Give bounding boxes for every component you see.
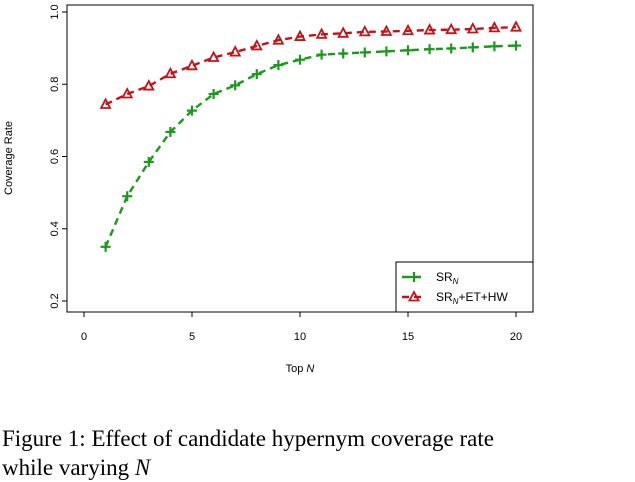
data-point-triangle bbox=[186, 58, 198, 71]
legend-box bbox=[395, 261, 534, 313]
x-tick-label: 20 bbox=[510, 331, 522, 343]
series-line bbox=[105, 25, 517, 106]
x-axis-label: Top N bbox=[286, 363, 315, 375]
y-tick-label: 1.0 bbox=[49, 4, 61, 19]
legend-label-suffix: +ET+HW bbox=[458, 290, 508, 304]
data-point-triangle bbox=[423, 23, 436, 35]
coverage-chart: 0.2 0.4 0.6 0.8 1.0 0 5 10 15 20 Coverage Rate T… bbox=[3, 4, 534, 375]
legend-label-subscript: N bbox=[453, 297, 459, 306]
data-point-plus bbox=[511, 40, 521, 51]
legend-label: SRN bbox=[436, 270, 459, 286]
data-point-triangle bbox=[380, 24, 393, 36]
series-layer bbox=[99, 20, 522, 252]
y-tick-label: 0.6 bbox=[49, 149, 61, 164]
data-point-plus bbox=[316, 49, 327, 60]
caption-line2-text: while varying bbox=[2, 455, 130, 480]
data-point-triangle bbox=[99, 97, 112, 109]
data-point-plus bbox=[381, 46, 392, 57]
data-point-plus bbox=[489, 41, 500, 52]
data-point-plus bbox=[409, 272, 419, 282]
x-axis-label-prefix: Top bbox=[286, 363, 307, 375]
data-point-plus bbox=[359, 47, 370, 58]
legend-entry: SRN bbox=[402, 270, 459, 286]
data-point-plus bbox=[424, 44, 435, 55]
data-point-triangle bbox=[294, 29, 306, 41]
caption-variable: N bbox=[134, 455, 151, 480]
data-point-plus bbox=[295, 54, 305, 65]
data-point-triangle bbox=[358, 24, 371, 37]
data-point-triangle bbox=[488, 20, 501, 33]
y-tick-label: 0.8 bbox=[49, 77, 61, 92]
data-point-triangle bbox=[510, 20, 522, 32]
y-axis-label: Coverage Rate bbox=[3, 121, 15, 195]
x-tick-label: 0 bbox=[81, 331, 87, 343]
data-point-triangle bbox=[445, 22, 458, 35]
data-point-triangle bbox=[315, 27, 328, 39]
series-line bbox=[104, 44, 517, 248]
data-point-plus bbox=[208, 89, 219, 100]
data-point-plus bbox=[122, 191, 133, 202]
data-point-triangle bbox=[272, 33, 285, 45]
data-point-plus bbox=[187, 105, 197, 116]
legend-entry: SRN+ET+HW bbox=[402, 290, 508, 306]
data-point-plus bbox=[230, 80, 241, 91]
data-point-triangle bbox=[408, 290, 420, 302]
data-point-triangle bbox=[164, 66, 177, 79]
y-tick-label: 0.4 bbox=[49, 221, 61, 236]
data-point-plus bbox=[273, 60, 284, 71]
data-point-plus bbox=[143, 156, 154, 167]
legend-label-base: SR bbox=[436, 290, 453, 304]
data-point-plus bbox=[403, 45, 413, 56]
data-point-triangle bbox=[250, 39, 263, 51]
data-point-triangle bbox=[337, 26, 350, 38]
data-point-triangle bbox=[402, 23, 414, 36]
x-tick-label: 15 bbox=[402, 331, 414, 343]
data-point-triangle bbox=[121, 87, 134, 99]
data-point-plus bbox=[165, 126, 176, 137]
figure-caption: Figure 1: Effect of candidate hypernym c… bbox=[2, 426, 494, 451]
data-point-plus bbox=[467, 42, 478, 53]
y-tick-label: 0.2 bbox=[49, 293, 61, 308]
data-point-plus bbox=[338, 48, 349, 59]
x-axis: 0 5 10 15 20 bbox=[81, 311, 522, 343]
legend-label-subscript: N bbox=[453, 277, 459, 286]
data-point-triangle bbox=[466, 22, 479, 34]
y-axis: 0.2 0.4 0.6 0.8 1.0 bbox=[49, 4, 68, 309]
x-axis-label-variable: N bbox=[306, 363, 314, 375]
x-tick-label: 10 bbox=[294, 331, 306, 343]
data-point-triangle bbox=[142, 79, 155, 91]
data-point-triangle bbox=[207, 50, 220, 62]
series-triangle bbox=[99, 20, 522, 109]
data-point-plus bbox=[251, 69, 262, 80]
data-point-triangle bbox=[229, 45, 242, 57]
x-tick-label: 5 bbox=[189, 331, 195, 343]
series-plus bbox=[100, 40, 521, 252]
legend-label: SRN+ET+HW bbox=[436, 290, 508, 306]
data-point-plus bbox=[446, 43, 457, 54]
figure-caption-continued: while varying N bbox=[2, 453, 150, 482]
data-point-plus bbox=[100, 241, 111, 252]
legend-label-base: SR bbox=[436, 270, 453, 284]
